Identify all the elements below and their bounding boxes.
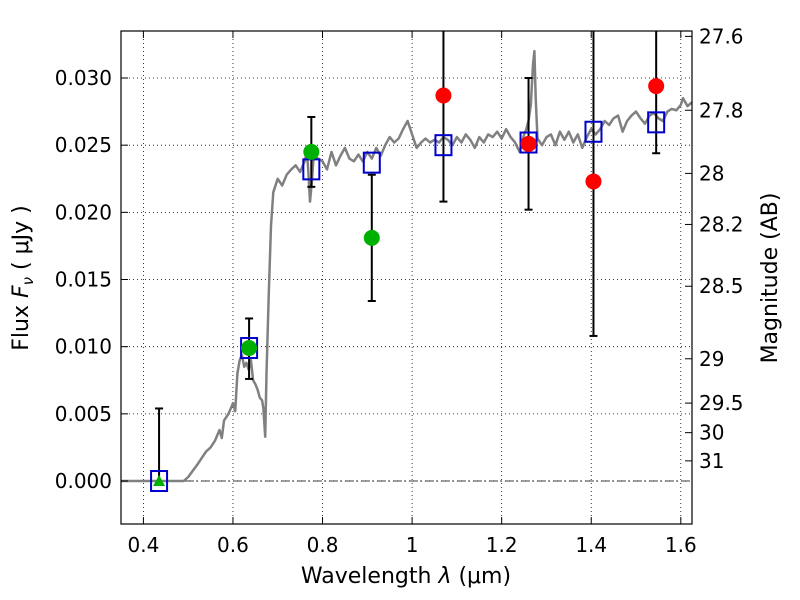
- x-tick-label: 0.6: [217, 533, 249, 557]
- x-tick-label: 1: [406, 533, 419, 557]
- measured-flux-point: [648, 78, 665, 95]
- y-tick-label: 0.010: [55, 335, 112, 359]
- plot-frame: [120, 30, 693, 525]
- y2-tick-label: 27.8: [699, 98, 744, 122]
- measured-flux-markers: [153, 78, 665, 487]
- y-tick-label: 0.020: [55, 200, 112, 224]
- x-tick-label: 0.8: [307, 533, 339, 557]
- model-photometry-square: [584, 120, 603, 143]
- y2-tick-label: 29: [699, 347, 724, 371]
- y2-tick-label: 28.2: [699, 212, 744, 236]
- measured-flux-point: [303, 143, 320, 160]
- model-photometry-square: [519, 131, 538, 154]
- secondary-y-axis-label: Magnitude (AB): [758, 193, 783, 364]
- tick-labels: 0.4 0.6 0.8 1 1.2 1.4 1.6 0.000 0.005 0.010 0.015 0…: [55, 24, 744, 557]
- y2-tick-label: 31: [699, 449, 724, 473]
- model-photometry-square: [434, 134, 453, 157]
- y2-tick-label: 28.5: [699, 274, 744, 298]
- error-bars: [155, 31, 661, 482]
- model-photometry-square: [150, 470, 169, 493]
- x-axis-label: Wavelength λ (μm): [301, 564, 511, 589]
- model-photometry-markers: [150, 111, 666, 493]
- y2-tick-label: 29.5: [699, 391, 744, 415]
- axis-ticks: [121, 31, 692, 524]
- x-tick-label: 1.6: [665, 533, 697, 557]
- measured-flux-point: [520, 135, 537, 152]
- x-tick-label: 1.4: [575, 533, 607, 557]
- measured-flux-point: [435, 87, 452, 104]
- x-tick-label: 1.2: [486, 533, 518, 557]
- model-photometry-square: [362, 151, 381, 174]
- upper-limit-triangle: [153, 475, 166, 487]
- y2-tick-label: 27.6: [699, 24, 744, 48]
- y-tick-label: 0.005: [55, 402, 112, 426]
- y2-tick-label: 28: [699, 161, 724, 185]
- y2-tick-label: 30: [699, 421, 724, 445]
- measured-flux-point: [585, 173, 602, 190]
- y-axis-label: Flux Fν ( μJy ): [9, 205, 37, 350]
- y-tick-label: 0.025: [55, 133, 112, 157]
- y-tick-label: 0.030: [55, 66, 112, 90]
- measured-flux-point: [241, 340, 258, 357]
- y-tick-label: 0.015: [55, 268, 112, 292]
- model-spectrum-line: [121, 49, 693, 483]
- y-tick-label: 0.000: [55, 469, 112, 493]
- x-tick-label: 0.4: [127, 533, 159, 557]
- measured-flux-point: [363, 229, 380, 246]
- model-photometry-square: [647, 111, 666, 134]
